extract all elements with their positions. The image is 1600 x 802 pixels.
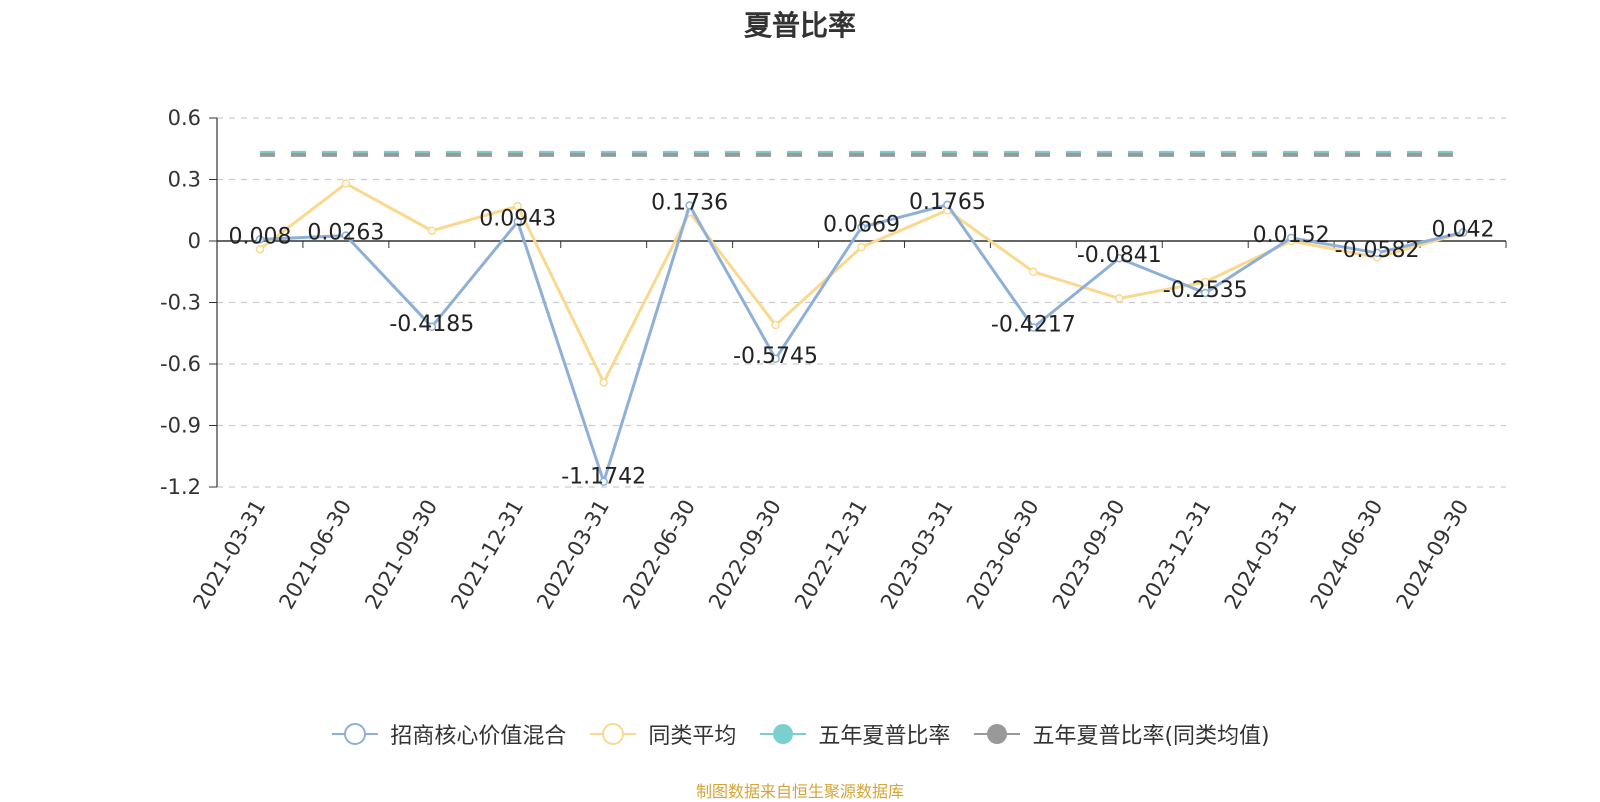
data-point	[1458, 228, 1468, 237]
data-label: 0.0263	[307, 221, 384, 246]
legend-label-five-year-sharpe-peer: 五年夏普比率(同类均值)	[1032, 724, 1270, 749]
y-tick-label: -0.3	[160, 291, 201, 315]
data-labels: 0.008 0.0263 -0.4185 0.0943 -1.1742 0.1736 -0.…	[228, 190, 1494, 490]
data-point	[599, 378, 608, 387]
data-point	[1029, 267, 1038, 276]
legend-item-five-year-sharpe-peer[interactable]: 五年夏普比率(同类均值)	[972, 718, 1270, 750]
data-point	[341, 231, 351, 240]
x-tick-label: 2022-06-30	[618, 496, 700, 614]
data-point	[513, 217, 523, 226]
data-point	[427, 226, 437, 235]
data-label: -0.4185	[389, 312, 474, 337]
x-tick-label: 2023-03-31	[876, 496, 958, 614]
chart-title: 夏普比率	[743, 9, 856, 42]
data-label: 0.1765	[909, 190, 986, 215]
data-point	[1286, 233, 1296, 243]
legend-item-fund[interactable]: 招商核心价值混合	[330, 718, 566, 750]
data-label: -0.0582	[1335, 238, 1420, 263]
data-point	[857, 242, 866, 252]
x-tick-label: 2023-09-30	[1048, 496, 1130, 614]
legend-item-peer-average[interactable]: 同类平均	[588, 718, 736, 750]
data-label: -0.2535	[1163, 278, 1248, 303]
y-tick-label: 0.6	[168, 106, 201, 130]
data-label: 0.008	[228, 224, 291, 249]
y-tick-label: 0	[188, 229, 201, 253]
data-label: -0.0841	[1077, 243, 1162, 268]
data-point	[1115, 294, 1124, 303]
data-label: -0.4217	[991, 312, 1076, 337]
x-tick-label: 2021-12-31	[446, 496, 528, 614]
data-point	[513, 201, 523, 211]
legend-label-fund: 招商核心价值混合	[390, 724, 567, 749]
data-point	[341, 179, 351, 188]
legend: 招商核心价值混合 同类平均 五年夏普比率 五年夏普比率(同类均值)	[0, 718, 1600, 750]
data-label: 0.0943	[479, 207, 556, 232]
x-tick-label: 2023-12-31	[1134, 496, 1216, 614]
data-point	[1372, 248, 1382, 258]
data-label: -0.5745	[733, 344, 818, 369]
data-point	[1029, 323, 1038, 332]
x-tick-label: 2024-03-31	[1220, 496, 1302, 614]
y-tick-label: -0.6	[160, 352, 201, 376]
x-tick-label: 2022-03-31	[532, 496, 614, 614]
data-point	[771, 354, 780, 364]
legend-filled-circle-icon	[974, 724, 1021, 744]
data-point	[427, 322, 437, 332]
reference-lines	[259, 150, 1464, 157]
data-point	[1200, 277, 1210, 287]
source-note: 制图数据来自恒生聚源数据库	[695, 782, 904, 801]
data-point	[1115, 253, 1124, 263]
x-tick-label: 2022-09-30	[704, 496, 786, 614]
data-point	[771, 320, 780, 330]
y-tick-label: 0.3	[168, 168, 201, 192]
data-label: 0.1736	[651, 190, 728, 215]
data-label: 0.0669	[823, 212, 900, 237]
data-point	[255, 244, 265, 254]
x-tick-label: 2024-09-30	[1392, 496, 1474, 614]
data-label: -1.1742	[561, 465, 646, 490]
data-label: 0.0152	[1253, 223, 1330, 248]
x-tick-label: 2022-12-31	[790, 496, 872, 614]
x-tick-label: 2021-06-30	[274, 496, 356, 614]
y-tick-label: -0.9	[160, 414, 201, 438]
x-tick-label: 2024-06-30	[1306, 496, 1388, 614]
data-point	[943, 200, 952, 210]
legend-item-five-year-sharpe[interactable]: 五年夏普比率	[758, 718, 950, 750]
x-tick-label: 2021-09-30	[360, 496, 442, 614]
x-tick-label: 2023-06-30	[962, 496, 1044, 614]
legend-hollow-circle-icon	[332, 723, 379, 745]
legend-filled-circle-icon	[760, 724, 807, 744]
legend-label-five-year-sharpe: 五年夏普比率	[818, 724, 951, 749]
data-point	[255, 235, 265, 244]
data-point	[599, 477, 608, 486]
legend-hollow-circle-icon	[590, 723, 637, 745]
y-tick-label: -1.2	[160, 475, 201, 499]
x-tick-label: 2021-03-31	[188, 496, 270, 614]
data-label: 0.042	[1432, 217, 1495, 242]
legend-label-peer-average: 同类平均	[648, 724, 737, 749]
data-point	[1200, 288, 1210, 298]
data-point	[857, 223, 866, 232]
data-point	[685, 201, 694, 210]
series-layer	[255, 179, 1468, 486]
